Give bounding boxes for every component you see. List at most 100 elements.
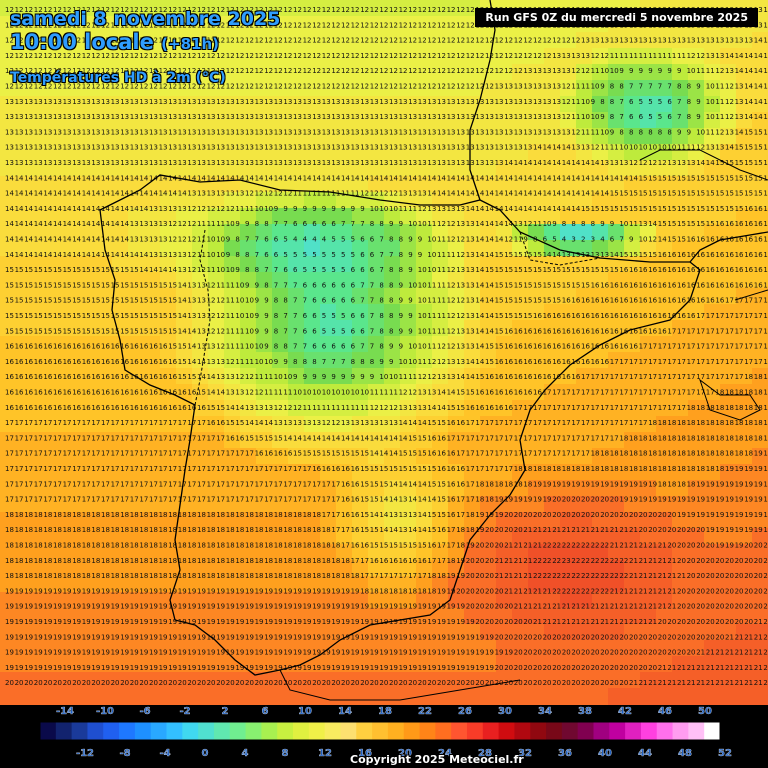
temperature-value: 16 — [149, 389, 158, 397]
temperature-value: 17 — [552, 419, 561, 427]
temperature-value: 16 — [619, 297, 628, 305]
temperature-value: 17 — [283, 496, 292, 504]
temperature-value: 15 — [168, 281, 177, 289]
temperature-value: 18 — [658, 465, 667, 473]
temperature-value: 14 — [197, 358, 206, 366]
temperature-value: 10 — [235, 297, 244, 305]
temperature-value: 14 — [159, 266, 168, 274]
temperature-value: 17 — [619, 358, 628, 366]
temperature-value: 12 — [283, 83, 292, 91]
temperature-value: 19 — [648, 496, 657, 504]
temperature-value: 10 — [581, 113, 590, 121]
temperature-value: 17 — [677, 404, 686, 412]
temperature-value: 13 — [408, 113, 417, 121]
temperature-value: 10 — [629, 144, 638, 152]
temperature-value: 14 — [543, 174, 552, 182]
temperature-value: 5 — [303, 251, 307, 259]
temperature-value: 13 — [149, 159, 158, 167]
temperature-value: 20 — [648, 526, 657, 534]
temperature-value: 7 — [619, 98, 623, 106]
temperature-cell — [0, 16, 17, 33]
temperature-value: 17 — [677, 343, 686, 351]
temperature-value: 16 — [667, 266, 676, 274]
temperature-value: 17 — [725, 327, 734, 335]
temperature-value: 13 — [504, 98, 513, 106]
temperature-value: 18 — [629, 465, 638, 473]
temperature-value: 17 — [216, 434, 225, 442]
temperature-value: 17 — [466, 480, 475, 488]
temperature-cell — [672, 64, 689, 81]
temperature-value: 14 — [399, 480, 408, 488]
temperature-value: 14 — [754, 83, 763, 91]
temperature-value: 10 — [255, 343, 264, 351]
temperature-cell — [16, 32, 33, 49]
temperature-value: 17 — [120, 480, 129, 488]
temperature-value: 9 — [351, 205, 355, 213]
temperature-value: 8 — [274, 327, 278, 335]
temperature-value: 13 — [82, 128, 91, 136]
temperature-value: 13 — [485, 128, 494, 136]
temperature-value: 15 — [53, 297, 62, 305]
temperature-value: 16 — [255, 450, 264, 458]
temperature-value: 15 — [168, 343, 177, 351]
temperature-value: 18 — [53, 526, 62, 534]
temperature-value: 14 — [533, 144, 542, 152]
temperature-value: 14 — [399, 419, 408, 427]
temperature-value: 16 — [274, 450, 283, 458]
temperature-value: 15 — [687, 205, 696, 213]
temperature-value: 10 — [322, 389, 331, 397]
temperature-value: 13 — [600, 159, 609, 167]
temperature-cell — [560, 64, 577, 81]
temperature-value: 10 — [216, 266, 225, 274]
temperature-value: 19 — [495, 511, 504, 519]
temperature-value: 15 — [312, 450, 321, 458]
temperature-value: 16 — [706, 236, 715, 244]
temperature-value: 14 — [581, 174, 590, 182]
temperature-value: 14 — [341, 434, 350, 442]
temperature-value: 17 — [591, 404, 600, 412]
temperature-value: 14 — [120, 251, 129, 259]
temperature-value: 16 — [629, 312, 638, 320]
temperature-value: 17 — [696, 343, 705, 351]
temperature-value: 7 — [619, 113, 623, 121]
temperature-value: 13 — [293, 113, 302, 121]
temperature-cell — [688, 64, 705, 81]
temperature-value: 16 — [130, 404, 139, 412]
temperature-value: 15 — [437, 419, 446, 427]
temperature-cell — [448, 16, 465, 33]
temperature-value: 16 — [639, 266, 648, 274]
temperature-value: 18 — [715, 450, 724, 458]
temperature-value: 11 — [715, 83, 724, 91]
temperature-value: 14 — [379, 526, 388, 534]
temperature-value: 13 — [159, 236, 168, 244]
temperature-value: 13 — [744, 37, 753, 45]
temperature-value: 17 — [610, 419, 619, 427]
temperature-value: 13 — [447, 373, 456, 381]
temperature-value: 12 — [197, 205, 206, 213]
temperature-value: 7 — [283, 327, 287, 335]
temperature-value: 16 — [495, 404, 504, 412]
temperature-value: 15 — [610, 266, 619, 274]
temperature-value: 15 — [178, 373, 187, 381]
temperature-cell — [416, 0, 433, 17]
temperature-value: 9 — [312, 205, 316, 213]
temperature-value: 12 — [207, 205, 216, 213]
temperature-value: 17 — [687, 373, 696, 381]
temperature-value: 17 — [658, 373, 667, 381]
temperature-value: 12 — [303, 37, 312, 45]
temperature-value: 17 — [562, 404, 571, 412]
temperature-value: 6 — [293, 266, 298, 274]
temperature-value: 15 — [648, 190, 657, 198]
temperature-value: 5 — [341, 236, 345, 244]
temperature-value: 18 — [15, 511, 24, 519]
temperature-value: 15 — [101, 281, 110, 289]
temperature-value: 16 — [53, 343, 62, 351]
temperature-value: 16 — [552, 343, 561, 351]
temperature-value: 16 — [149, 373, 158, 381]
temperature-value: 17 — [552, 404, 561, 412]
temperature-value: 18 — [197, 542, 206, 550]
temperature-value: 17 — [293, 465, 302, 473]
temperature-value: 15 — [485, 358, 494, 366]
temperature-value: 6 — [629, 98, 634, 106]
temperature-value: 13 — [331, 144, 340, 152]
